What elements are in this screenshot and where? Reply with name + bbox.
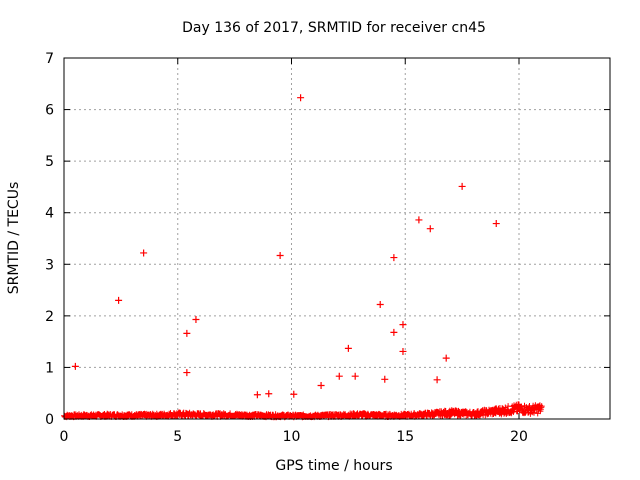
baseline-marks	[61, 401, 545, 421]
x-tick-label: 10	[283, 429, 301, 445]
data-point	[71, 362, 79, 370]
data-point	[183, 329, 191, 337]
data-point	[390, 254, 398, 262]
data-point	[492, 220, 500, 228]
data-point	[140, 249, 148, 257]
x-tick-label: 5	[173, 429, 182, 445]
y-tick-label: 7	[45, 51, 54, 67]
x-tick-label: 20	[510, 429, 528, 445]
data-point	[276, 252, 284, 260]
data-point	[115, 296, 123, 304]
y-tick-label: 3	[45, 257, 54, 273]
baseline-band	[61, 401, 545, 421]
data-points	[71, 94, 500, 399]
x-axis-title: GPS time / hours	[275, 458, 392, 474]
data-point	[399, 347, 407, 355]
y-axis-title: SRMTID / TECUs	[6, 182, 22, 295]
data-point	[351, 372, 359, 380]
data-point	[399, 321, 407, 329]
data-point	[415, 216, 423, 224]
data-point	[192, 315, 200, 323]
data-point	[442, 354, 450, 362]
data-point	[381, 375, 389, 383]
data-point	[376, 301, 384, 309]
y-tick-label: 5	[45, 154, 54, 170]
data-point	[390, 328, 398, 336]
y-tick-label: 2	[45, 309, 54, 325]
x-tick-labels: 0 5 10 15 20	[60, 429, 528, 445]
data-point	[458, 182, 466, 190]
data-point	[265, 390, 273, 398]
data-point	[297, 94, 305, 102]
data-point	[290, 390, 298, 398]
y-tick-label: 0	[45, 412, 54, 428]
x-tick-label: 15	[396, 429, 414, 445]
x-tick-label: 0	[60, 429, 69, 445]
data-point	[317, 381, 325, 389]
data-point	[426, 225, 434, 233]
axis-ticks	[63, 57, 610, 420]
y-tick-label: 4	[45, 206, 54, 222]
data-point	[183, 369, 191, 377]
y-tick-labels: 0 1 2 3 4 5 6 7	[45, 51, 54, 428]
plot-frame	[63, 57, 611, 420]
data-point	[344, 344, 352, 352]
grid	[64, 58, 610, 419]
data-point	[433, 376, 441, 384]
chart-title: Day 136 of 2017, SRMTID for receiver cn4…	[182, 20, 486, 36]
data-point	[335, 372, 343, 380]
data-point	[253, 391, 261, 399]
y-tick-label: 6	[45, 103, 54, 119]
y-tick-label: 1	[45, 360, 54, 376]
